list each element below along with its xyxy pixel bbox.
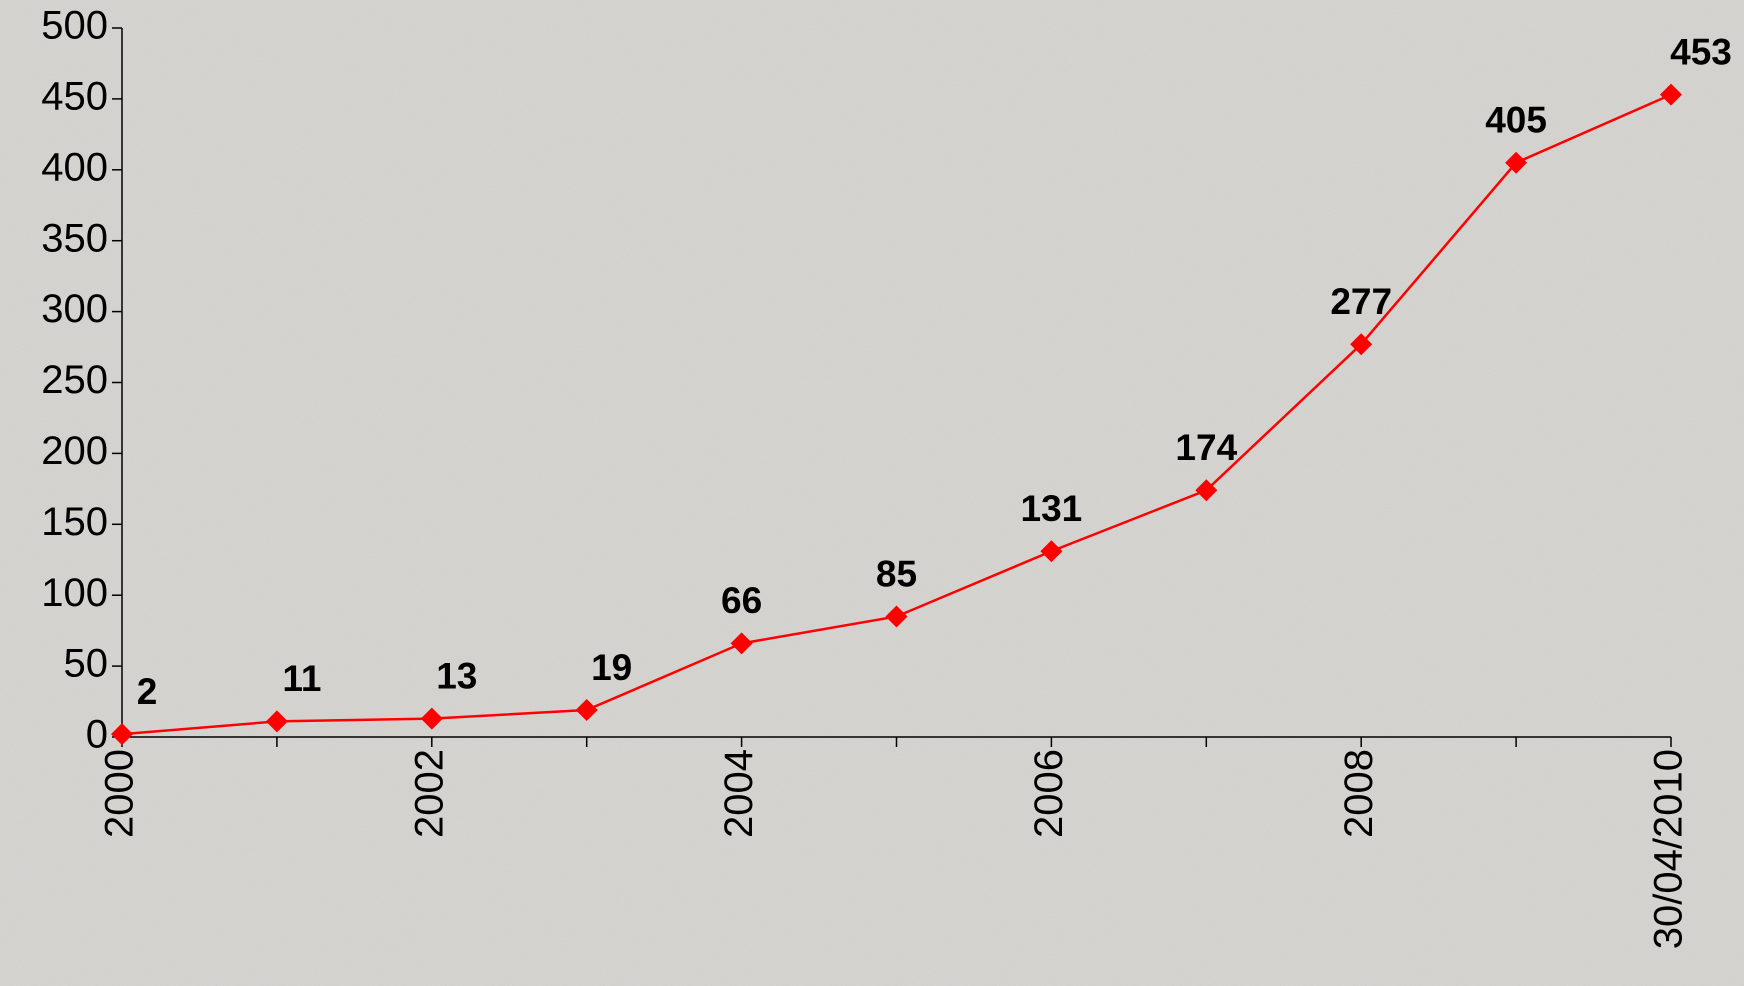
x-tick-label: 2002 <box>407 749 451 838</box>
y-tick-label: 500 <box>41 4 108 48</box>
data-label: 85 <box>876 553 917 594</box>
y-tick-label: 100 <box>41 571 108 615</box>
marker <box>1350 333 1373 356</box>
marker <box>265 710 288 733</box>
data-label: 131 <box>1021 488 1083 529</box>
marker <box>730 632 753 655</box>
y-tick-label: 250 <box>41 358 108 402</box>
data-label: 405 <box>1485 99 1547 140</box>
x-tick-label: 2000 <box>98 749 142 838</box>
y-tick-label: 0 <box>86 713 108 757</box>
marker <box>1195 479 1218 502</box>
y-tick-label: 50 <box>64 642 109 686</box>
data-label: 19 <box>591 647 632 688</box>
data-label: 174 <box>1175 427 1237 468</box>
marker <box>575 699 598 722</box>
marker <box>1505 151 1528 174</box>
marker <box>420 707 443 730</box>
x-tick-label: 2008 <box>1337 749 1381 838</box>
x-tick-label: 2006 <box>1027 749 1071 838</box>
data-label: 66 <box>721 580 762 621</box>
marker <box>1040 540 1063 563</box>
x-tick-label: 2004 <box>717 749 761 838</box>
y-tick-label: 400 <box>41 145 108 189</box>
y-tick-label: 300 <box>41 287 108 331</box>
data-label: 11 <box>282 658 321 699</box>
y-tick-label: 450 <box>41 74 108 118</box>
data-label: 453 <box>1670 31 1732 72</box>
y-tick-label: 350 <box>41 216 108 260</box>
x-tick-label: 30/04/2010 <box>1647 749 1691 949</box>
data-label: 277 <box>1330 281 1392 322</box>
data-label: 13 <box>436 655 477 696</box>
y-tick-label: 200 <box>41 429 108 473</box>
marker <box>111 723 133 746</box>
marker <box>885 605 908 628</box>
plot-area: 0 50 100 150 200 250 300 350 400 450 500 2000 2002 20… <box>41 4 1732 950</box>
marker <box>1660 83 1682 106</box>
data-label: 2 <box>137 671 158 712</box>
y-tick-label: 150 <box>41 500 108 544</box>
